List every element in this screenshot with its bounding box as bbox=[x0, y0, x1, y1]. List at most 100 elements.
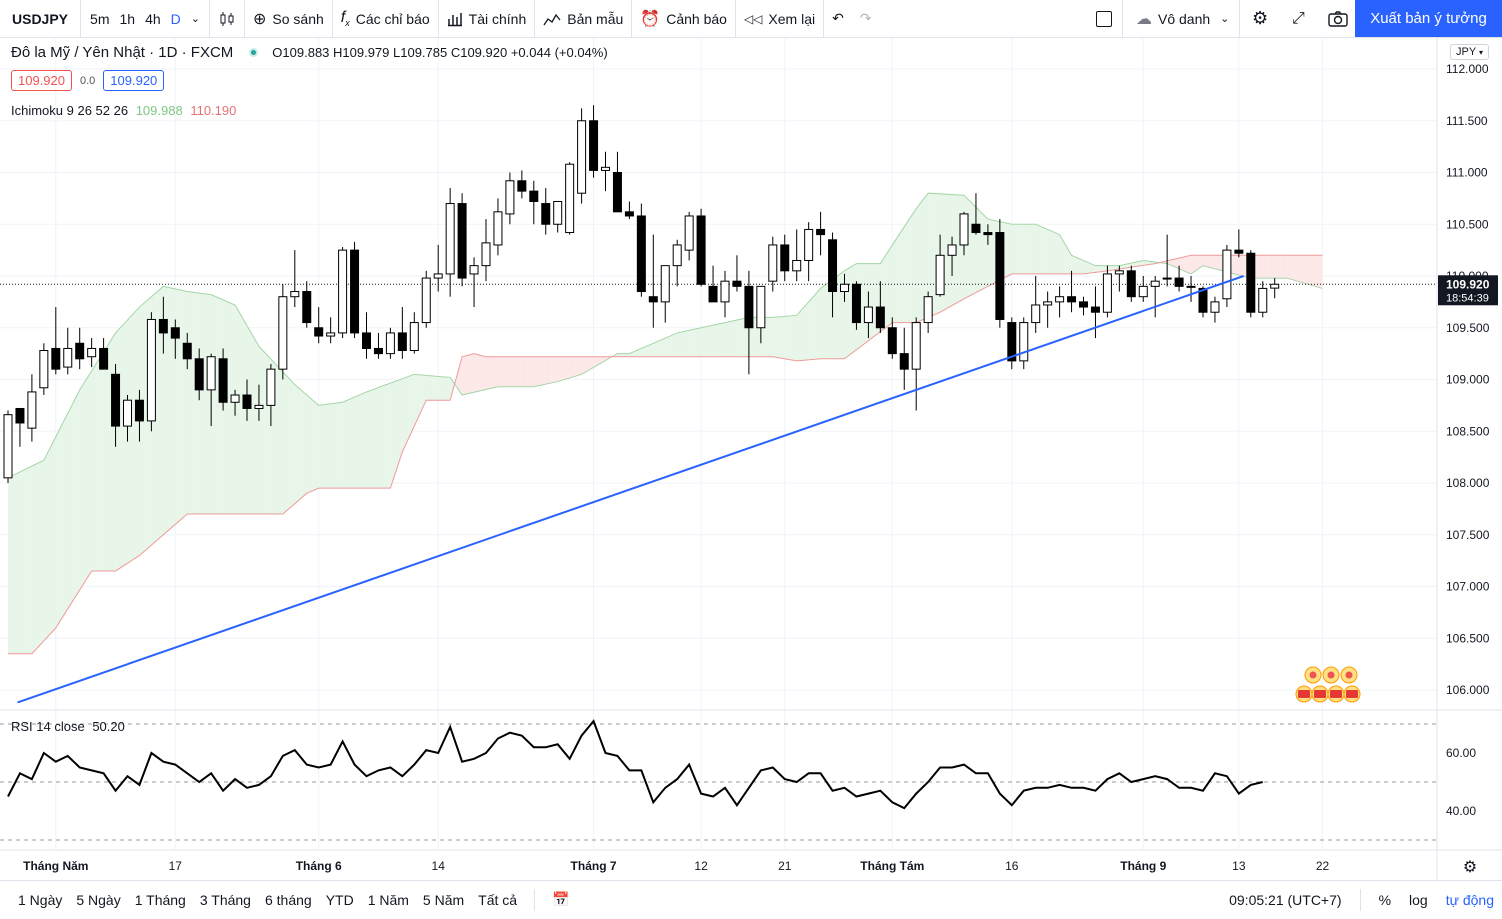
candle bbox=[792, 229, 802, 282]
fullscreen-button[interactable]: ⤢ bbox=[1284, 0, 1313, 38]
candle-body bbox=[314, 327, 324, 337]
candle-body bbox=[27, 391, 37, 429]
ichimoku-cloud-segment bbox=[796, 308, 803, 361]
price-tick-label: 107.500 bbox=[1446, 528, 1490, 542]
range-1d[interactable]: 1 Ngày bbox=[18, 891, 63, 908]
timeframe-4h[interactable]: 4h bbox=[145, 10, 161, 27]
symbol-search[interactable]: USDJPY bbox=[12, 10, 69, 27]
range-1m[interactable]: 1 Tháng bbox=[134, 891, 186, 908]
candle-body bbox=[899, 353, 909, 370]
layout-name-button[interactable]: ☁ Vô danh ⌄ bbox=[1128, 0, 1237, 38]
timeframe-1h[interactable]: 1h bbox=[119, 10, 136, 27]
chevron-down-icon[interactable]: ⌄ bbox=[190, 13, 200, 25]
fullscreen-select-button[interactable] bbox=[1088, 0, 1120, 38]
market-status-dot[interactable] bbox=[249, 48, 259, 57]
buy-button[interactable]: 109.920 bbox=[103, 70, 165, 91]
sell-button[interactable]: 109.920 bbox=[11, 70, 72, 91]
ichimoku-cloud-segment bbox=[581, 356, 588, 375]
candle bbox=[254, 384, 264, 421]
templates-button[interactable]: Bản mẫu bbox=[535, 0, 631, 38]
candle-body bbox=[99, 347, 109, 370]
rsi-tick-label: 60.00 bbox=[1446, 746, 1476, 760]
publish-idea-button[interactable]: Xuất bản ý tưởng bbox=[1355, 0, 1502, 37]
snapshot-button[interactable] bbox=[1320, 0, 1356, 38]
candle bbox=[433, 244, 443, 292]
ichimoku-cloud-segment bbox=[1191, 255, 1198, 274]
candle bbox=[3, 410, 13, 483]
candle-body bbox=[15, 407, 25, 424]
ichimoku-cloud-segment bbox=[725, 321, 731, 357]
percent-toggle[interactable]: % bbox=[1378, 892, 1392, 908]
compare-button[interactable]: ⊕ So sánh bbox=[245, 0, 332, 38]
chart-type-button[interactable] bbox=[210, 0, 244, 38]
ichimoku-cloud-segment bbox=[85, 370, 92, 581]
rsi-legend[interactable]: RSI 14 close 50.20 bbox=[11, 719, 125, 734]
candle bbox=[612, 151, 622, 213]
range-6m[interactable]: 6 tháng bbox=[264, 891, 312, 908]
candle-body bbox=[206, 356, 216, 391]
alarm-clock-icon: ⏰ bbox=[640, 10, 661, 28]
price-tick-label: 112.000 bbox=[1446, 62, 1489, 76]
candle bbox=[469, 257, 479, 308]
ichimoku-cloud-segment bbox=[73, 389, 80, 600]
event-flag-dot bbox=[1345, 671, 1353, 679]
range-1y[interactable]: 1 Năm bbox=[367, 891, 409, 908]
compare-label: So sánh bbox=[272, 10, 324, 27]
candle bbox=[493, 198, 503, 256]
candle bbox=[971, 193, 981, 235]
ichimoku-cloud-segment bbox=[1089, 263, 1096, 274]
ichimoku-cloud-segment bbox=[354, 394, 361, 489]
alert-button[interactable]: ⏰ Cảnh báo bbox=[632, 0, 735, 38]
ichimoku-cloud-segment bbox=[916, 200, 923, 323]
ichimoku-cloud-segment bbox=[862, 263, 869, 346]
divider bbox=[1359, 889, 1361, 911]
ichimoku-cloud-segment bbox=[826, 279, 833, 359]
ichimoku-legend[interactable]: Ichimoku 9 26 52 26 109.988 110.190 bbox=[11, 103, 236, 118]
range-ytd[interactable]: YTD bbox=[325, 891, 354, 908]
log-toggle[interactable]: log bbox=[1409, 892, 1428, 908]
candle bbox=[517, 170, 527, 199]
chart-area[interactable]: 112.000111.500111.000110.500110.000109.5… bbox=[0, 38, 1502, 880]
redo-button[interactable]: ↷ bbox=[852, 0, 880, 38]
ichimoku-cloud-segment bbox=[288, 378, 295, 509]
trendline bbox=[17, 275, 1244, 704]
replay-label: Xem lại bbox=[768, 10, 816, 27]
currency-select[interactable]: JPY ▾ bbox=[1450, 44, 1490, 60]
settings-button[interactable]: ⚙ bbox=[1244, 0, 1276, 38]
ichimoku-cloud-segment bbox=[121, 319, 128, 568]
clock-time[interactable]: 09:05:21 (UTC+7) bbox=[1229, 892, 1342, 908]
timeframe-d[interactable]: D bbox=[170, 10, 181, 27]
replay-button[interactable]: ◁◁ Xem lại bbox=[736, 0, 823, 38]
ichimoku-cloud-segment bbox=[1059, 234, 1066, 274]
templates-label: Bản mẫu bbox=[567, 10, 624, 27]
range-5y[interactable]: 5 Năm bbox=[422, 891, 465, 908]
candle-body bbox=[732, 280, 742, 287]
range-3m[interactable]: 3 Tháng bbox=[199, 891, 251, 908]
candle bbox=[1222, 244, 1232, 308]
auto-scale-toggle[interactable]: tự động bbox=[1445, 892, 1494, 908]
candle bbox=[756, 285, 766, 344]
time-tick-label: 12 bbox=[694, 859, 708, 873]
undo-button[interactable]: ↶ bbox=[824, 0, 852, 38]
chart-canvas[interactable]: 112.000111.500111.000110.500110.000109.5… bbox=[0, 38, 1502, 880]
ichimoku-cloud-segment bbox=[1071, 255, 1078, 274]
divider bbox=[823, 0, 825, 38]
ichimoku-cloud-segment bbox=[1029, 224, 1036, 274]
indicators-button[interactable]: fx Các chỉ báo bbox=[333, 0, 438, 38]
range-5d[interactable]: 5 Ngày bbox=[76, 891, 121, 908]
financials-button[interactable]: Tài chính bbox=[439, 0, 535, 38]
ichimoku-cloud-segment bbox=[503, 356, 510, 387]
ichimoku-cloud-segment bbox=[127, 313, 134, 564]
candle-body bbox=[780, 244, 790, 272]
candle bbox=[828, 232, 838, 318]
ichimoku-cloud-segment bbox=[37, 460, 44, 648]
candle bbox=[541, 188, 551, 235]
timeframe-5m[interactable]: 5m bbox=[90, 10, 110, 27]
countdown-label: 18:54:39 bbox=[1446, 292, 1489, 304]
candle-body bbox=[1162, 277, 1172, 280]
candle bbox=[1102, 265, 1112, 318]
candle bbox=[553, 200, 563, 233]
goto-date-icon[interactable]: 📅 bbox=[552, 891, 570, 907]
candle-body bbox=[851, 283, 861, 324]
range-all[interactable]: Tất cả bbox=[478, 891, 518, 908]
